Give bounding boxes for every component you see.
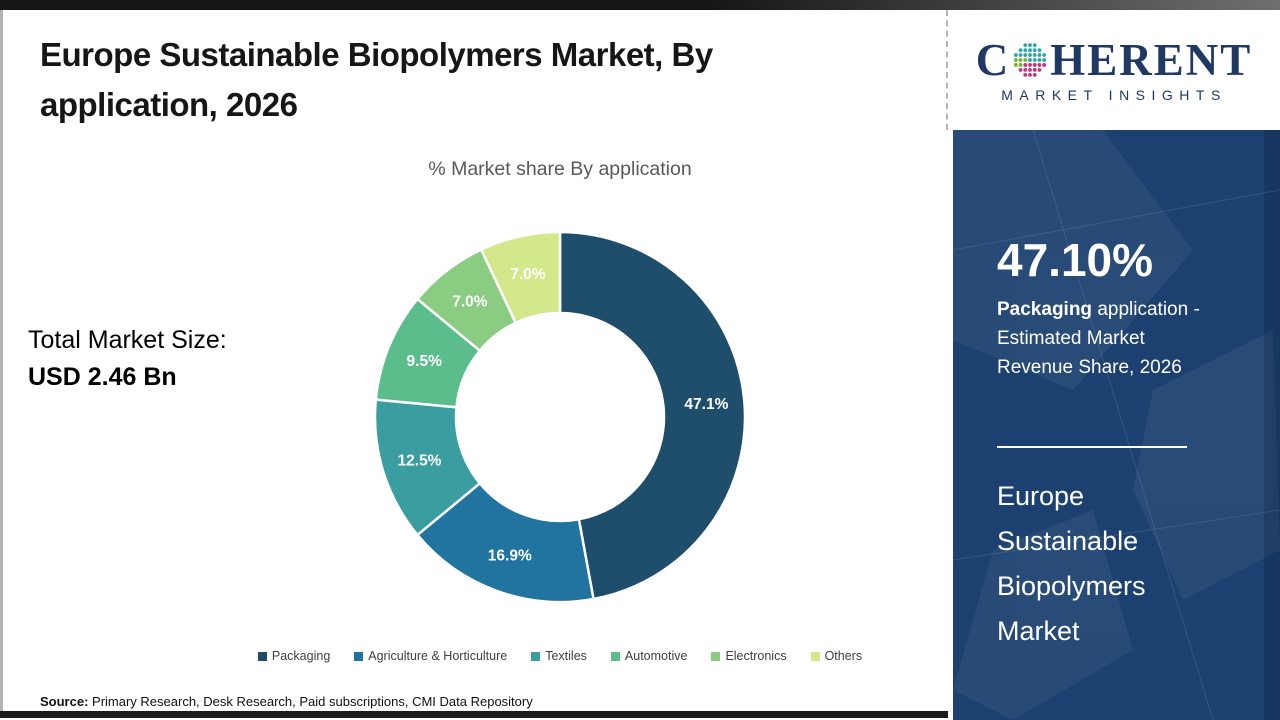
- total-market-value: USD 2.46 Bn: [28, 363, 177, 391]
- legend-label: Others: [824, 649, 863, 663]
- legend-swatch-icon: [531, 651, 541, 661]
- legend-item-packaging: Packaging: [257, 649, 331, 663]
- legend-swatch-icon: [257, 651, 267, 661]
- logo-letter-c: C: [975, 34, 1011, 85]
- slice-label-others: 7.0%: [510, 266, 546, 283]
- sidebar-divider: [997, 445, 1187, 448]
- legend-swatch-icon: [810, 651, 820, 661]
- top-frame-bar: [0, 0, 1280, 10]
- sidebar-panel: 47.10% Packaging application - Estimated…: [953, 130, 1280, 720]
- legend-label: Automotive: [624, 649, 688, 663]
- legend-label: Electronics: [725, 649, 787, 663]
- legend-label: Agriculture & Horticulture: [368, 649, 508, 663]
- legend-label: Textiles: [545, 649, 587, 663]
- logo-letters-rest: HERENT: [1050, 34, 1253, 85]
- highlight-desc-line2: Estimated Market: [997, 327, 1145, 349]
- sidebar-market-name: Europe Sustainable Biopolymers Market: [997, 474, 1280, 654]
- market-name-line: Biopolymers: [997, 570, 1146, 601]
- highlight-desc-line3: Revenue Share, 2026: [997, 356, 1182, 378]
- legend-item-electronics: Electronics: [711, 649, 787, 663]
- dotted-globe-icon: [1014, 43, 1047, 77]
- legend-item-textiles: Textiles: [531, 649, 587, 663]
- donut-chart: 47.1% 16.9% 12.5% 9.5% 7.0% 7.0%: [373, 230, 747, 604]
- highlight-desc-line1: Packaging application -: [997, 295, 1257, 324]
- market-name-line: Sustainable: [997, 525, 1139, 556]
- total-market-label: Total Market Size:: [28, 326, 227, 354]
- chart-legend: Packaging Agriculture & Horticulture Texti…: [160, 649, 960, 663]
- highlight-value: 47.10%: [997, 234, 1154, 286]
- donut-slice-agriculture-horticulture: [415, 481, 595, 604]
- legend-item-others: Others: [810, 649, 863, 663]
- slice-label-agriculture-horticulture: 16.9%: [488, 548, 532, 565]
- source-line: Source: Primary Research, Desk Research,…: [40, 694, 533, 709]
- market-name-line: Market: [997, 615, 1080, 646]
- donut-slice-others: [479, 230, 562, 325]
- legend-item-automotive: Automotive: [610, 649, 688, 663]
- slice-label-automotive: 9.5%: [407, 353, 443, 370]
- total-market-size: Total Market Size: USD 2.46 Bn: [28, 326, 227, 392]
- logo-area: C HERENT MARKET INSIGHTS: [946, 10, 1280, 130]
- slice-label-electronics: 7.0%: [452, 293, 488, 310]
- page-title: Europe Sustainable Biopolymers Market, B…: [40, 30, 850, 130]
- page-title-line1: Europe Sustainable Biopolymers Market, B…: [40, 36, 713, 73]
- legend-swatch-icon: [711, 651, 721, 661]
- source-text: Primary Research, Desk Research, Paid su…: [88, 694, 533, 709]
- sidebar-right-shade: [1264, 130, 1280, 720]
- source-label: Source:: [40, 694, 89, 709]
- legend-swatch-icon: [354, 651, 364, 661]
- slice-label-textiles: 12.5%: [398, 453, 442, 470]
- legend-item-agriculture-horticulture: Agriculture & Horticulture: [354, 649, 507, 663]
- left-frame-border: [0, 10, 3, 712]
- slice-label-packaging: 47.1%: [684, 396, 728, 413]
- page-title-line2: application, 2026: [40, 86, 298, 123]
- highlight-after-bold: application -: [1092, 298, 1200, 320]
- market-name-line: Europe: [997, 480, 1085, 511]
- donut-slice-packaging: [558, 230, 747, 601]
- bottom-frame-bar: [0, 711, 948, 718]
- coherent-logo: C HERENT: [975, 34, 1253, 85]
- highlight-bold: Packaging: [997, 298, 1093, 320]
- highlight-description: Packaging application - Estimated Market…: [997, 295, 1257, 382]
- legend-swatch-icon: [610, 651, 620, 661]
- legend-label: Packaging: [271, 649, 331, 663]
- chart-title: % Market share By application: [428, 158, 692, 180]
- logo-tagline: MARKET INSIGHTS: [1001, 86, 1227, 103]
